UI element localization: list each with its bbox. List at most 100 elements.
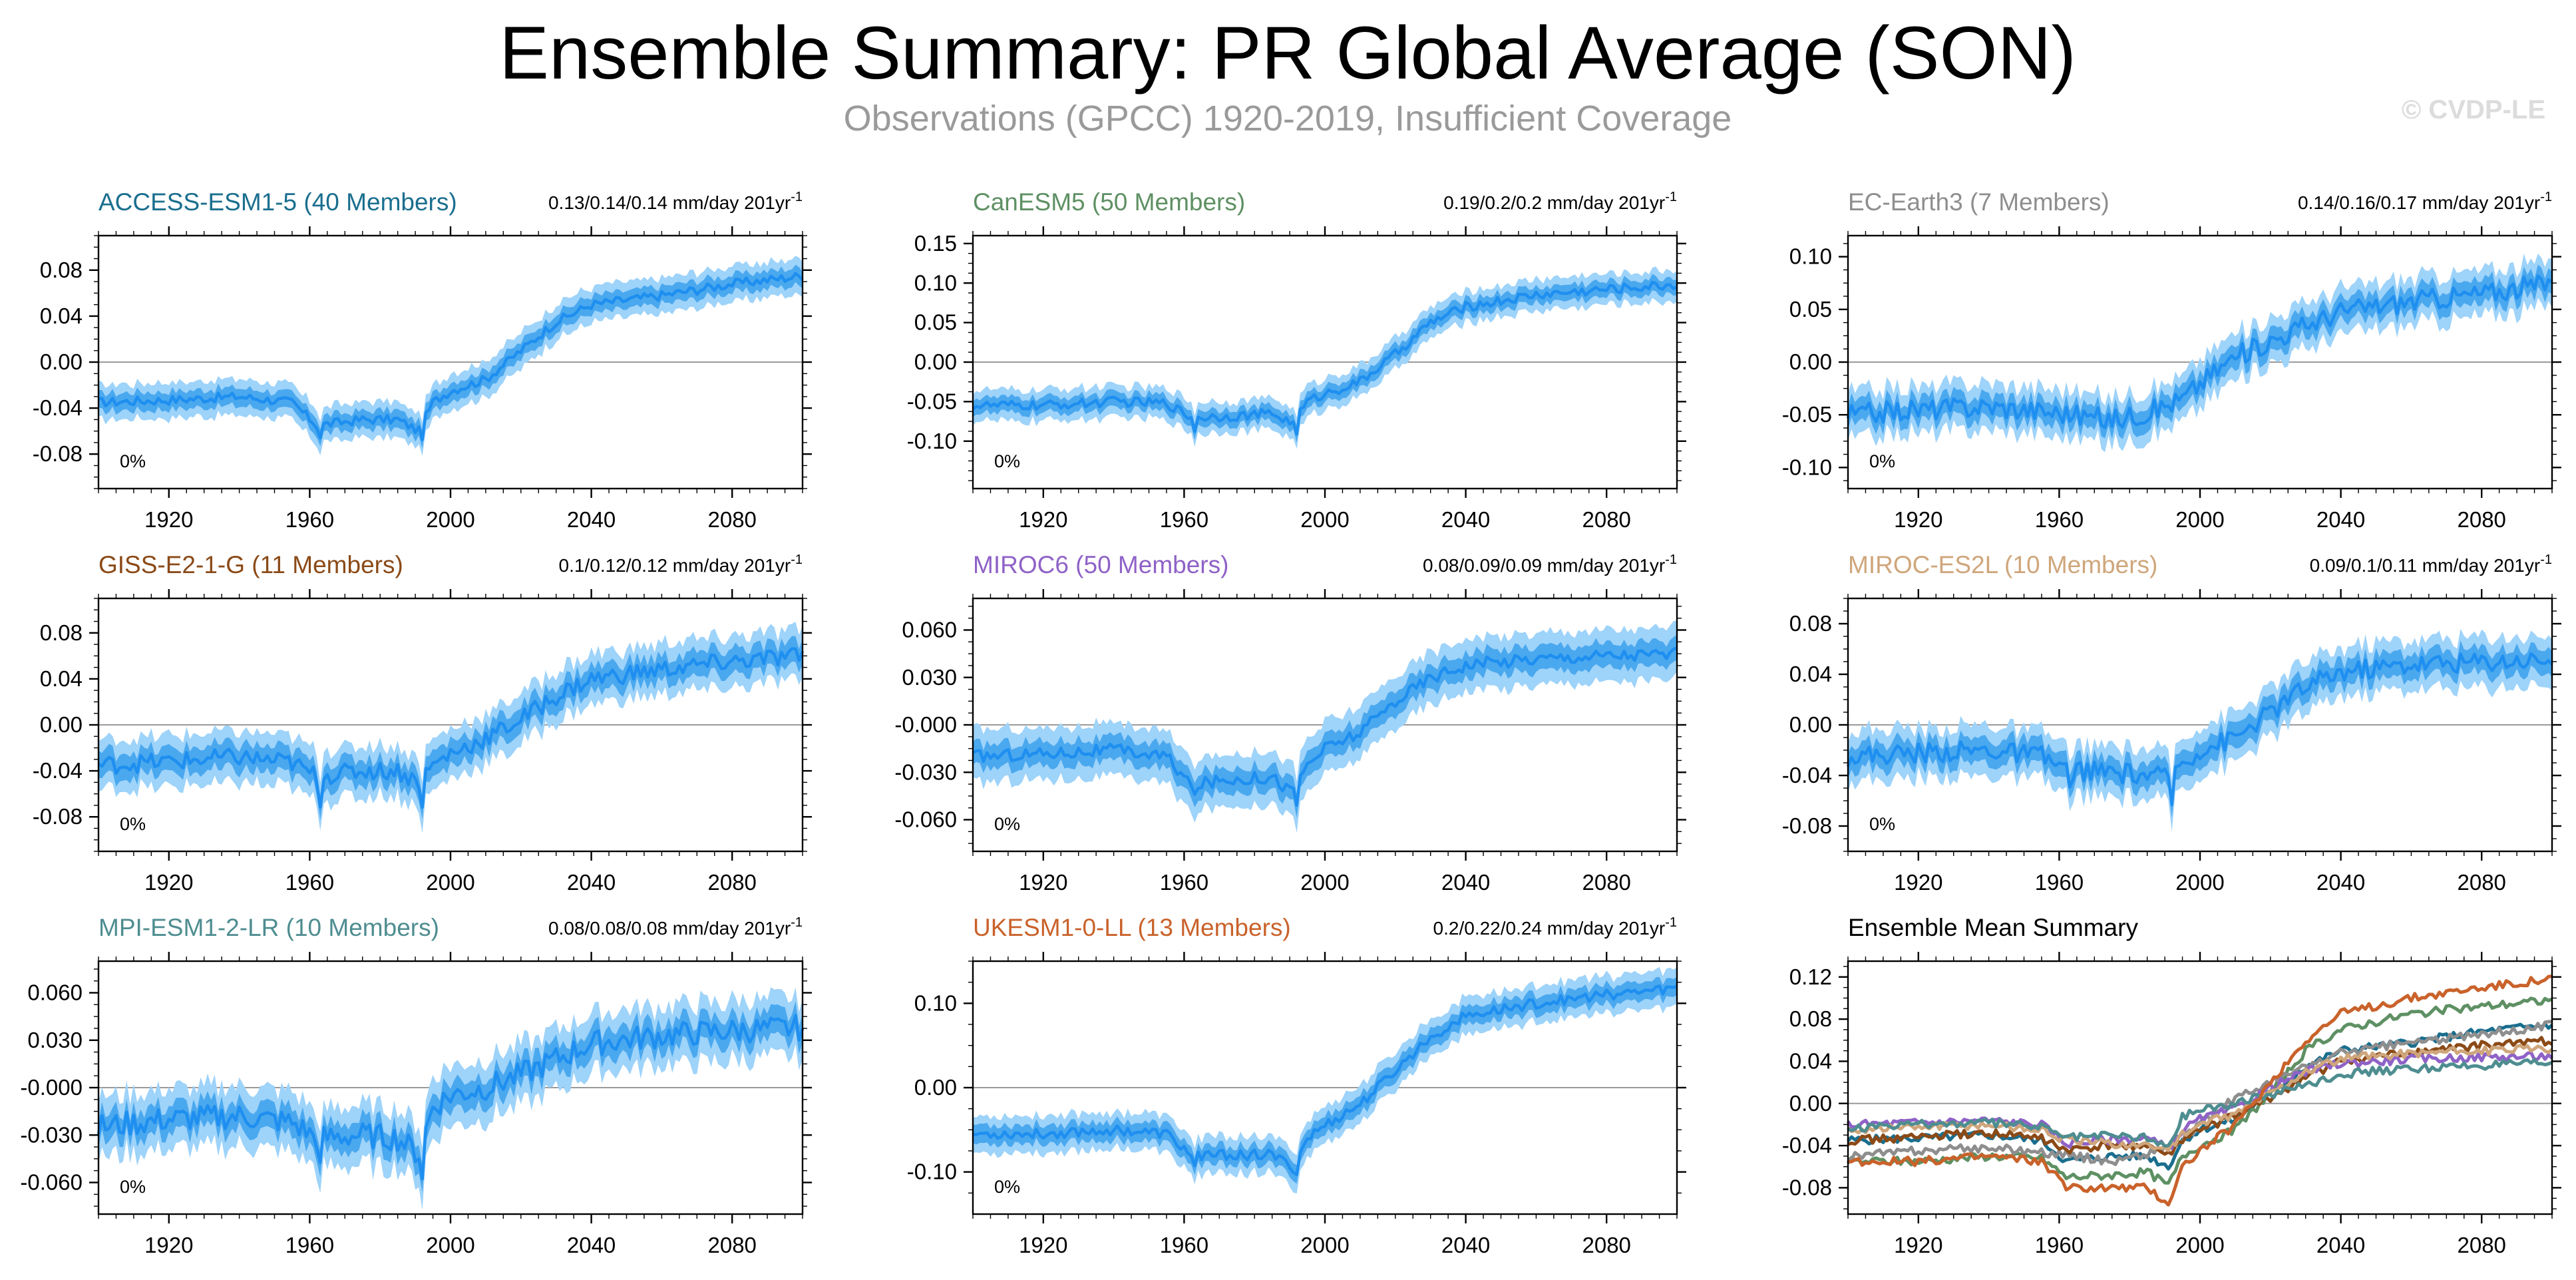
- panel-title: MIROC6 (50 Members): [973, 551, 1228, 578]
- figure-subtitle: Observations (GPCC) 1920-2019, Insuffici…: [844, 99, 1732, 138]
- credit-watermark: © CVDP-LE: [2402, 95, 2545, 124]
- x-tick-label: 2040: [1441, 507, 1490, 532]
- summary-line-ukesm1-0-ll: [1847, 974, 2553, 1207]
- y-tick-label: 0.10: [1789, 244, 1832, 269]
- x-tick-label: 1920: [1019, 1233, 1067, 1257]
- panel-giss-e2-1-g: GISS-E2-1-G (11 Members) 0.1/0.12/0.12 mm…: [33, 551, 812, 895]
- trend-stats: 0.08/0.08/0.08 mm/day 201yr-1: [548, 915, 803, 939]
- x-tick-label: 2080: [1582, 1233, 1630, 1257]
- panel-miroc6: MIROC6 (50 Members) 0.08/0.09/0.09 mm/day…: [894, 551, 1686, 895]
- ensemble-mean-line: [973, 984, 1678, 1177]
- y-tick-label: 0.15: [914, 231, 957, 256]
- coverage-percent-label: 0%: [120, 451, 146, 471]
- y-tick-label: 0.04: [1789, 662, 1832, 686]
- x-tick-label: 1920: [1894, 1233, 1942, 1257]
- y-tick-label: -0.10: [907, 429, 957, 453]
- y-tick-label: 0.08: [40, 258, 83, 282]
- panel-ensemble: Ensemble Mean Summary -0.08 -0.04 0.00 0.04 0…: [1782, 914, 2561, 1257]
- y-tick-label: 0.08: [1789, 1006, 1832, 1031]
- x-tick-label: 2080: [707, 507, 756, 532]
- y-tick-label: 0.00: [1789, 1091, 1832, 1116]
- panel-title: ACCESS-ESM1-5 (40 Members): [98, 188, 457, 216]
- y-tick-label: -0.08: [1782, 813, 1832, 838]
- y-tick-label: 0.12: [1789, 964, 1832, 989]
- ensemble-mean-line: [97, 647, 805, 809]
- x-tick-label: 1920: [144, 507, 193, 532]
- summary-line-canesm5: [1846, 996, 2553, 1185]
- trend-stats: 0.19/0.2/0.2 mm/day 201yr-1: [1443, 190, 1677, 213]
- ensemble-mean-line: [96, 1014, 805, 1181]
- ensemble-spread-inner: [98, 636, 803, 820]
- y-tick-label: 0.08: [1789, 611, 1832, 636]
- x-tick-label: 2000: [2175, 1233, 2224, 1257]
- x-tick-label: 2000: [2175, 507, 2224, 532]
- x-tick-label: 2040: [1441, 1233, 1490, 1257]
- trend-stats: 0.08/0.09/0.09 mm/day 201yr-1: [1423, 552, 1677, 576]
- y-tick-label: 0.04: [40, 666, 83, 691]
- coverage-percent-label: 0%: [1869, 814, 1895, 834]
- x-tick-label: 1920: [1019, 507, 1067, 532]
- ensemble-spread-outer: [1848, 628, 2552, 832]
- y-tick-label: 0.030: [902, 665, 957, 690]
- y-tick-label: 0.10: [914, 990, 957, 1015]
- y-tick-label: -0.10: [1782, 455, 1832, 479]
- summary-line-giss-e2-1-g: [1847, 1036, 2553, 1156]
- trend-stats: 0.1/0.12/0.12 mm/day 201yr-1: [559, 552, 803, 576]
- y-tick-label: 0.00: [914, 349, 957, 374]
- x-tick-label: 2080: [2457, 507, 2505, 532]
- ensemble-spread-outer: [1848, 254, 2552, 453]
- y-tick-label: 0.060: [902, 618, 957, 642]
- y-tick-label: -0.05: [907, 389, 957, 413]
- x-tick-label: 2080: [707, 870, 756, 895]
- panel-ec-earth3: EC-Earth3 (7 Members) 0.14/0.16/0.17 mm/d…: [1782, 188, 2561, 532]
- summary-line-mpi-esm1-2-lr: [1847, 1058, 2553, 1148]
- x-tick-label: 2080: [2457, 1233, 2505, 1257]
- trend-stats: 0.13/0.14/0.14 mm/day 201yr-1: [548, 190, 803, 213]
- y-tick-label: -0.030: [20, 1122, 83, 1147]
- ensemble-mean-line: [1846, 652, 2553, 807]
- panel-mpi-esm1-2-lr: MPI-ESM1-2-LR (10 Members) 0.08/0.08/0.08…: [20, 914, 812, 1257]
- trend-stats-exponent: -1: [2540, 552, 2552, 567]
- plot-frame: [1847, 960, 2553, 1215]
- y-tick-label: 0.10: [914, 270, 957, 295]
- y-tick-label: 0.00: [914, 1075, 957, 1100]
- y-tick-label: 0.00: [1789, 712, 1832, 737]
- x-tick-label: 1960: [1160, 507, 1208, 532]
- y-tick-label: -0.000: [20, 1075, 83, 1100]
- y-tick-label: 0.04: [40, 304, 83, 328]
- x-tick-label: 2040: [2316, 870, 2365, 895]
- summary-line-ec-earth3: [1847, 1020, 2553, 1166]
- ensemble-mean-line: [98, 272, 804, 441]
- coverage-percent-label: 0%: [120, 1177, 146, 1197]
- x-tick-label: 1960: [2035, 1233, 2084, 1257]
- y-tick-label: -0.10: [907, 1160, 957, 1184]
- y-tick-label: 0.04: [1789, 1048, 1832, 1073]
- x-tick-label: 2040: [567, 870, 616, 895]
- panel-miroc-es2l: MIROC-ES2L (10 Members) 0.09/0.1/0.11 mm/…: [1782, 551, 2561, 895]
- x-tick-label: 1920: [1894, 507, 1942, 532]
- panel-title: GISS-E2-1-G (11 Members): [98, 551, 403, 578]
- y-tick-label: -0.060: [20, 1170, 83, 1195]
- x-tick-label: 1920: [144, 1233, 193, 1257]
- y-tick-label: -0.08: [33, 441, 83, 466]
- x-tick-label: 2040: [2316, 1233, 2365, 1257]
- ensemble-spread-inner: [98, 1001, 803, 1193]
- y-tick-label: 0.00: [40, 349, 83, 374]
- panel-title: EC-Earth3 (7 Members): [1848, 188, 2110, 216]
- panel-canesm5: CanESM5 (50 Members) 0.19/0.2/0.2 mm/day …: [907, 188, 1686, 532]
- x-tick-label: 1960: [1160, 1233, 1208, 1257]
- ensemble-mean-line: [972, 280, 1678, 436]
- y-tick-label: 0.060: [27, 980, 83, 1005]
- trend-stats-exponent: -1: [791, 915, 803, 930]
- y-tick-label: -0.05: [1782, 402, 1832, 427]
- x-tick-label: 2000: [1300, 1233, 1349, 1257]
- y-tick-label: -0.030: [894, 759, 957, 784]
- trend-stats-exponent: -1: [791, 190, 803, 204]
- trend-stats-exponent: -1: [2540, 190, 2552, 204]
- coverage-percent-label: 0%: [994, 451, 1020, 471]
- panel-access-esm1-5: ACCESS-ESM1-5 (40 Members) 0.13/0.14/0.14…: [33, 188, 812, 532]
- x-tick-label: 1920: [144, 870, 193, 895]
- x-tick-label: 1960: [285, 870, 334, 895]
- x-tick-label: 2080: [2457, 870, 2505, 895]
- x-tick-label: 1920: [1894, 870, 1942, 895]
